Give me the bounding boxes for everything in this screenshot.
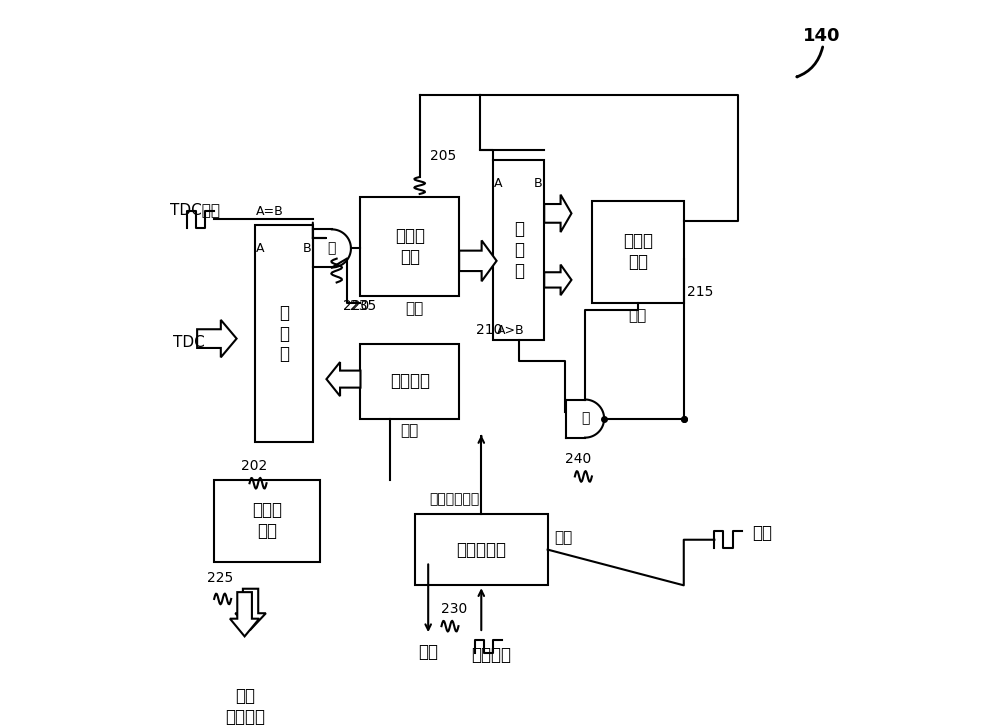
Text: 清除: 清除 xyxy=(401,423,419,439)
Text: 箱计数器: 箱计数器 xyxy=(390,372,430,390)
Text: 202: 202 xyxy=(241,459,268,473)
FancyBboxPatch shape xyxy=(415,514,548,585)
Text: B: B xyxy=(303,242,311,254)
Text: 235: 235 xyxy=(350,299,377,312)
Text: 230: 230 xyxy=(441,602,468,616)
FancyBboxPatch shape xyxy=(214,480,320,561)
Text: 210: 210 xyxy=(476,323,503,336)
Text: 结果锁
存器: 结果锁 存器 xyxy=(252,501,282,540)
Text: TDC: TDC xyxy=(173,335,205,350)
Text: A: A xyxy=(256,242,264,254)
Text: 激光时钟: 激光时钟 xyxy=(471,646,511,664)
Text: 225: 225 xyxy=(207,571,234,585)
Text: 路
较
比: 路 较 比 xyxy=(279,304,289,363)
Text: 完成: 完成 xyxy=(418,643,438,660)
Polygon shape xyxy=(235,589,266,629)
Text: 激光计数器: 激光计数器 xyxy=(456,541,506,558)
Text: 下一个箱时钟: 下一个箱时钟 xyxy=(430,493,480,507)
Polygon shape xyxy=(230,592,259,637)
Text: 清除: 清除 xyxy=(629,308,647,323)
Text: 和: 和 xyxy=(328,241,336,255)
Text: 220: 220 xyxy=(343,299,370,312)
Text: A: A xyxy=(494,177,502,190)
Text: 240: 240 xyxy=(565,452,591,466)
Polygon shape xyxy=(197,320,237,357)
FancyBboxPatch shape xyxy=(360,344,459,418)
Text: 205: 205 xyxy=(430,149,456,163)
Text: A=B: A=B xyxy=(256,204,284,218)
Text: 215: 215 xyxy=(687,285,714,299)
Text: 结果
（峰值）: 结果 （峰值） xyxy=(225,687,265,725)
Text: TDC有效: TDC有效 xyxy=(170,202,220,217)
Text: 和: 和 xyxy=(581,412,589,426)
Polygon shape xyxy=(459,241,497,281)
Polygon shape xyxy=(544,265,571,295)
Polygon shape xyxy=(326,362,360,396)
Text: B: B xyxy=(534,177,543,190)
Text: 140: 140 xyxy=(803,27,840,45)
Polygon shape xyxy=(544,194,571,232)
Text: 开始: 开始 xyxy=(752,524,772,542)
FancyBboxPatch shape xyxy=(592,201,684,303)
Text: 清除: 清除 xyxy=(406,301,424,316)
FancyBboxPatch shape xyxy=(360,197,459,296)
Text: 事件计
数器: 事件计 数器 xyxy=(395,228,425,266)
FancyBboxPatch shape xyxy=(255,225,313,442)
Text: 路
较
比: 路 较 比 xyxy=(514,220,524,280)
Text: A>B: A>B xyxy=(497,323,524,336)
FancyBboxPatch shape xyxy=(493,160,544,340)
Text: 清除: 清除 xyxy=(554,531,573,545)
Text: 峰值锁
存器: 峰值锁 存器 xyxy=(623,233,653,271)
